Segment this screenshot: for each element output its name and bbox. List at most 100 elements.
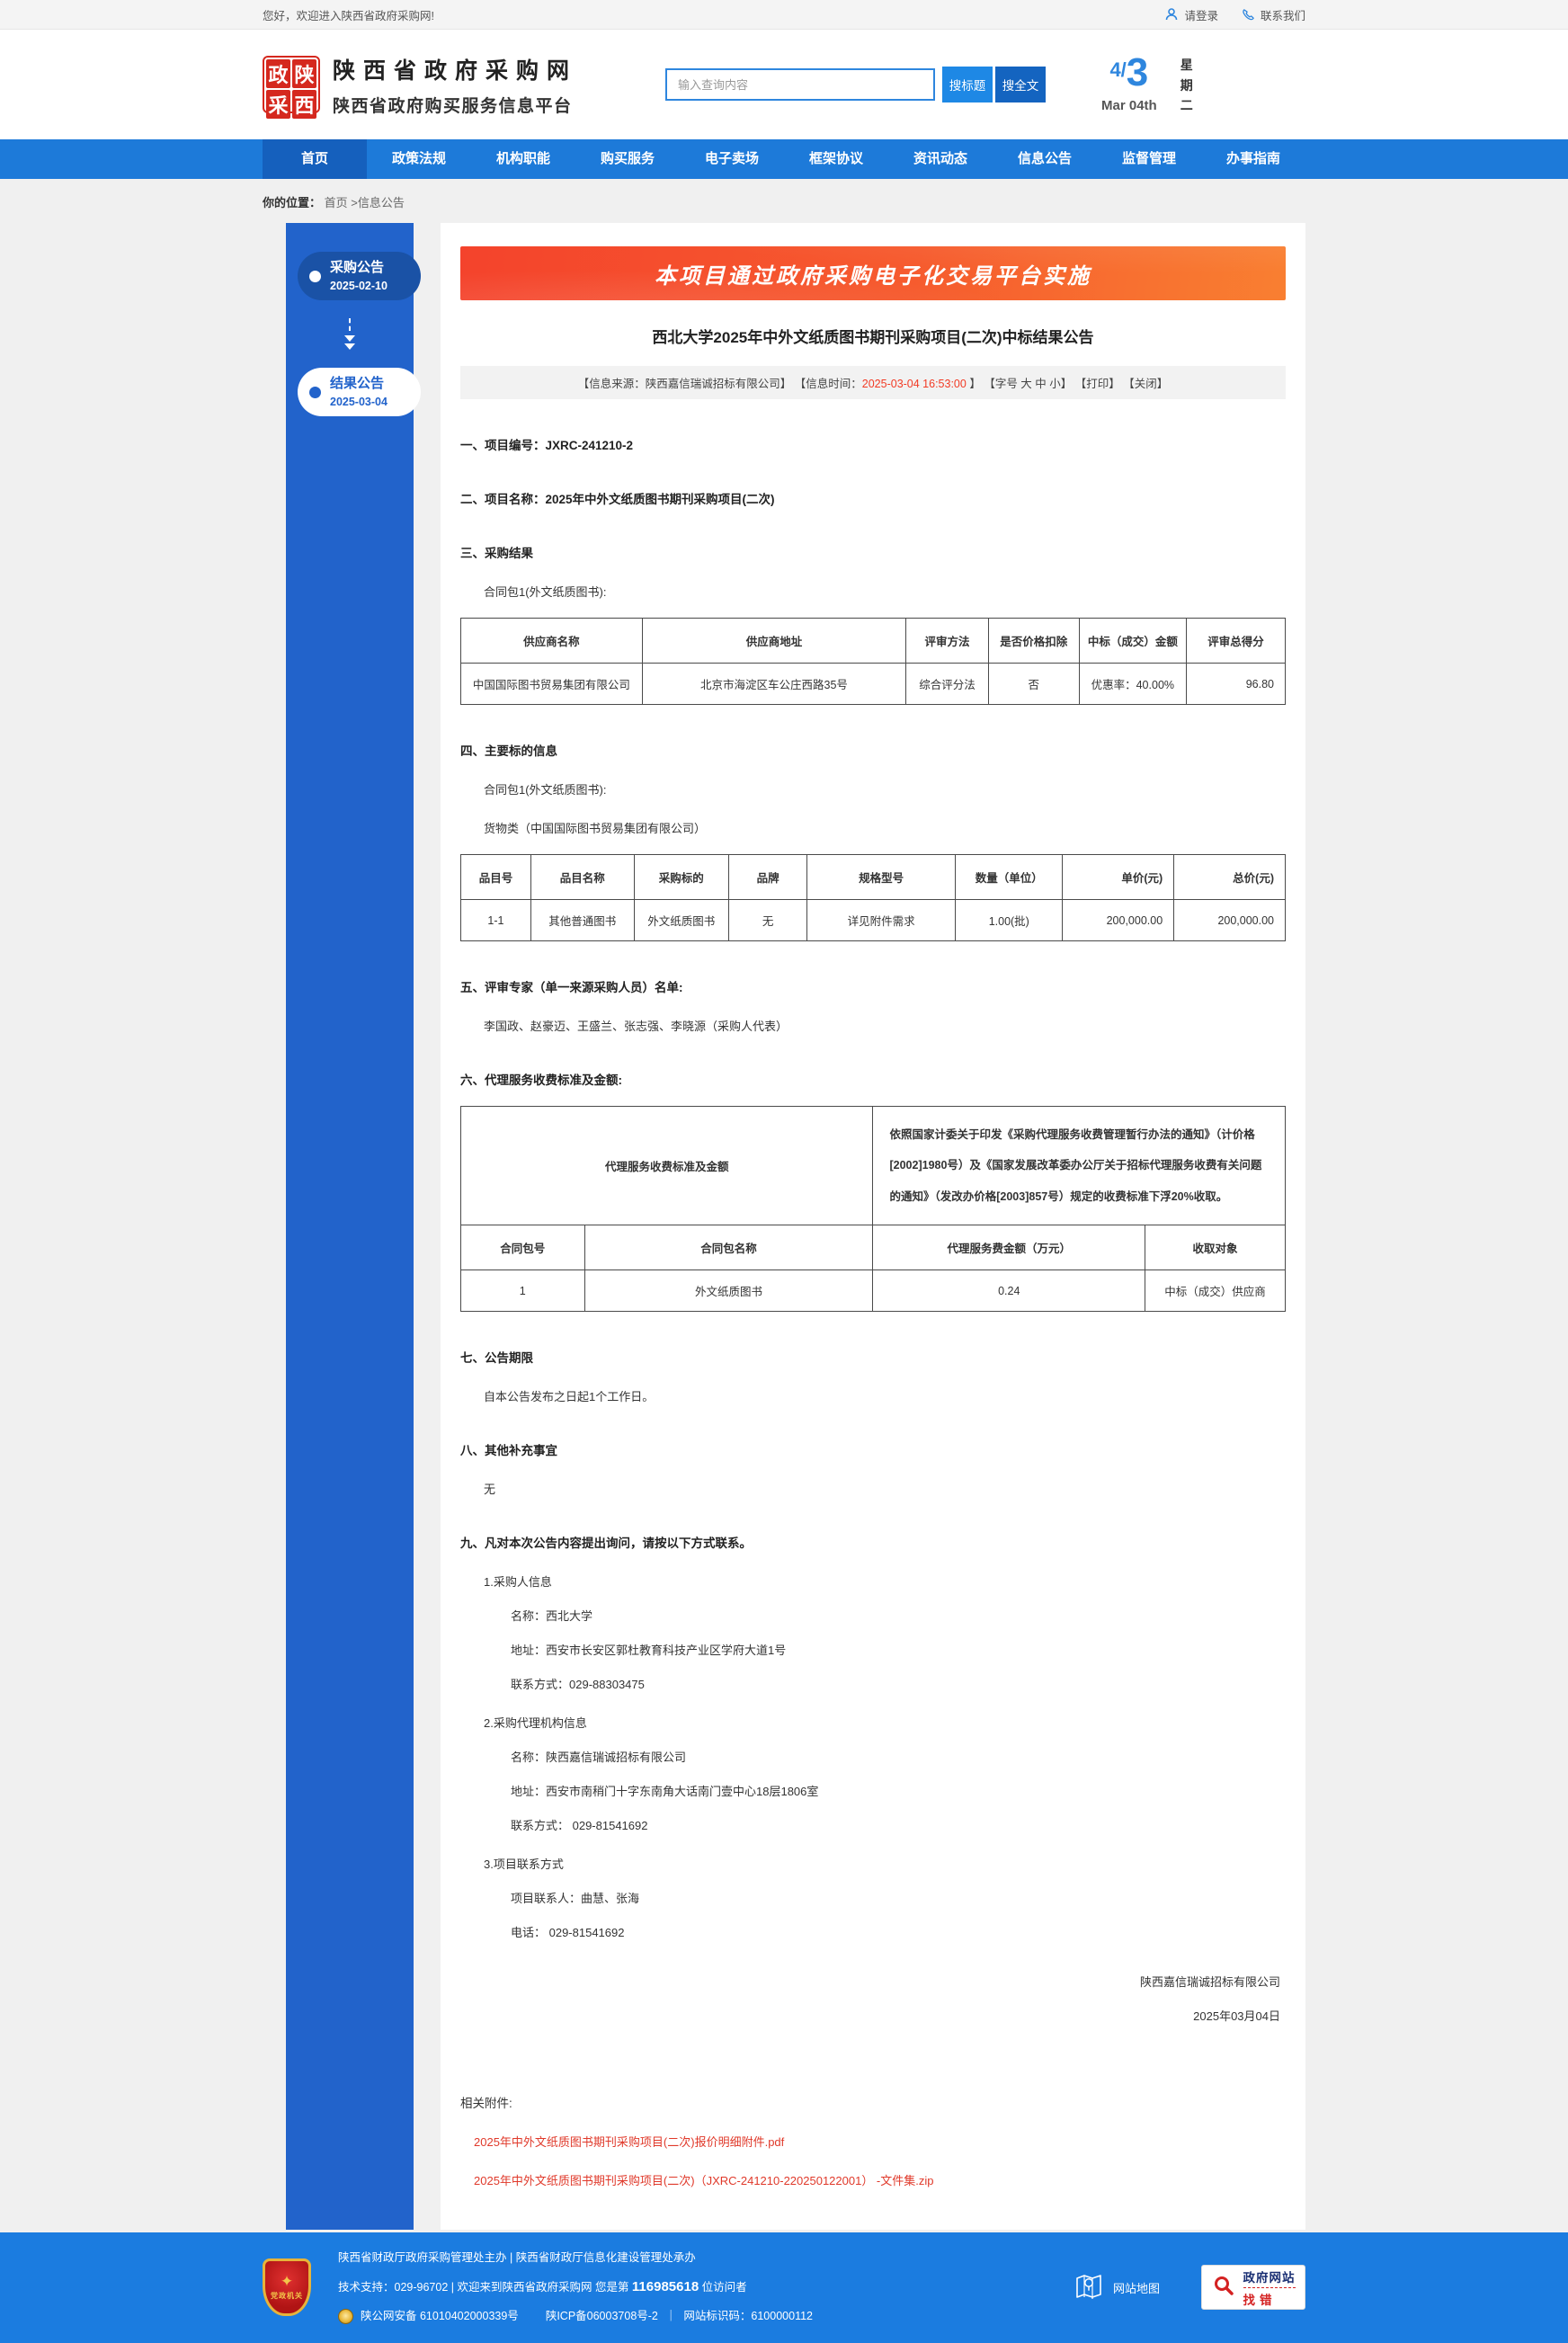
col-agency-fee: 代理服务费金额（万元） (872, 1225, 1146, 1271)
breadcrumb-separator: > (347, 196, 358, 209)
col-spec-model: 规格型号 (806, 854, 957, 900)
attachment-link-zip[interactable]: 2025年中外文纸质图书期刊采购项目(二次)（JXRC-241210-22025… (474, 2173, 934, 2187)
meta-time-label: 【信息时间： (794, 378, 862, 390)
cell-fee-payer: 中标（成交）供应商 (1145, 1269, 1286, 1313)
contact-link[interactable]: 联系我们 (1242, 6, 1305, 23)
site-title: 陕西省政府采购网 (333, 58, 578, 84)
agency-address: 地址：西安市南稍门十字东南角大话南门壹中心18层1806室 (511, 1785, 819, 1799)
breadcrumb-current[interactable]: 信息公告 (357, 196, 405, 209)
footer-registration-line: 陕公网安备 61010402000339号 陕ICP备06003708号-2 ｜… (338, 2303, 813, 2330)
platform-banner: 本项目通过政府采购电子化交易平台实施 (460, 246, 1286, 300)
section-6-heading: 六、代理服务收费标准及金额: (460, 1074, 622, 1087)
sidebar-item-label: 采购公告 (330, 260, 385, 275)
nav-item-news[interactable]: 资讯动态 (913, 151, 967, 166)
purchaser-name: 名称：西北大学 (511, 1609, 593, 1624)
print-button[interactable]: 【打印】 (1074, 378, 1120, 390)
weekday-label: 星期二 (1180, 58, 1193, 113)
login-link[interactable]: 请登录 (1164, 6, 1218, 23)
nav-item-announcements[interactable]: 信息公告 (1017, 151, 1072, 166)
bullet-dot-icon (309, 270, 321, 282)
breadcrumb-home-link[interactable]: 首页 (324, 196, 348, 209)
nav-item-e-market[interactable]: 电子卖场 (704, 151, 759, 166)
items-table: 品目号 品目名称 采购标的 品牌 规格型号 数量（单位） 单价(元) 总价(元)… (460, 854, 1286, 941)
nav-item-functions[interactable]: 机构职能 (495, 151, 550, 166)
logo-char: 西 (292, 90, 316, 119)
table-row: 中国国际图书贸易集团有限公司 北京市海淀区车公庄西路35号 综合评分法 否 优惠… (460, 663, 1287, 705)
icp-filing-link[interactable]: 陕ICP备06003708号-2 (545, 2309, 658, 2322)
footer-separator: ｜ (664, 2309, 677, 2322)
table-merged-row: 代理服务收费标准及金额 依照国家计委关于印发《采购代理服务收费管理暂行办法的通知… (459, 1105, 1286, 1226)
site-header: 政 陕 采 西 陕西省政府采购网 陕西省政府购买服务信息平台 搜标题 搜全文 4… (0, 30, 1568, 139)
site-logo[interactable]: 政 陕 采 西 陕西省政府采购网 陕西省政府购买服务信息平台 (263, 53, 578, 119)
col-brand: 品牌 (728, 854, 808, 900)
article-meta-bar: 【信息来源：陕西嘉信瑞诚招标有限公司】 【信息时间：2025-03-04 16:… (460, 366, 1286, 399)
announcement-period: 自本公告发布之日起1个工作日。 (484, 1390, 655, 1404)
goods-category-label: 货物类（中国国际图书贸易集团有限公司） (484, 822, 707, 835)
section-3-heading: 三、采购结果 (460, 547, 533, 560)
other-matters: 无 (484, 1483, 496, 1497)
public-security-filing-link[interactable]: 陕公网安备 61010402000339号 (361, 2309, 519, 2322)
col-award-amount: 中标（成交）金额 (1078, 618, 1187, 664)
nav-item-home[interactable]: 首页 (263, 139, 367, 179)
search-fulltext-button[interactable]: 搜全文 (995, 67, 1047, 102)
project-contact-title: 3.项目联系方式 (484, 1857, 564, 1872)
search-area: 搜标题 搜全文 (665, 67, 1047, 102)
table-header-row: 合同包号 合同包名称 代理服务费金额（万元） 收取对象 (460, 1225, 1286, 1271)
date-month: 4/ (1109, 58, 1127, 82)
cell-total-score: 96.80 (1185, 663, 1287, 705)
col-supplier-address: 供应商地址 (641, 618, 907, 664)
col-price-deduction: 是否价格扣除 (987, 618, 1080, 664)
logo-seal-icon: 政 陕 采 西 (263, 56, 320, 119)
col-package-name: 合同包名称 (584, 1225, 874, 1271)
cell-award-amount: 优惠率：40.00% (1078, 663, 1187, 705)
sidebar-item-result-notice[interactable]: 结果公告 2025-03-04 (298, 368, 421, 416)
cell-fee-standard-text: 依照国家计委关于印发《采购代理服务收费管理暂行办法的通知》（计价格[2002]1… (872, 1105, 1286, 1226)
signature-date: 2025年03月04日 (1193, 2009, 1280, 2023)
cell-package-name: 外文纸质图书 (584, 1269, 874, 1313)
meta-time-value: 2025-03-04 16:53:00 (861, 378, 967, 390)
cell-item-name: 其他普通图书 (530, 899, 635, 941)
nav-item-policies[interactable]: 政策法规 (391, 151, 446, 166)
package-label: 合同包1(外文纸质图书): (484, 783, 607, 797)
cell-item-no: 1-1 (460, 899, 531, 941)
login-label: 请登录 (1184, 9, 1218, 22)
sitemap-link[interactable]: 网站地图 (1074, 2271, 1160, 2304)
article-card: 本项目通过政府采购电子化交易平台实施 西北大学2025年中外文纸质图书期刊采购项… (441, 223, 1305, 2230)
close-button[interactable]: 【关闭】 (1123, 378, 1169, 390)
nav-item-purchase-service[interactable]: 购买服务 (600, 151, 655, 166)
table-header-row: 供应商名称 供应商地址 评审方法 是否价格扣除 中标（成交）金额 评审总得分 (460, 618, 1287, 664)
section-9-heading: 九、凡对本次公告内容提出询问，请按以下方式联系。 (460, 1537, 752, 1551)
cell-supplier-address: 北京市海淀区车公庄西路35号 (641, 663, 907, 705)
website-error-report-badge[interactable]: 政府网站 找错 (1201, 2265, 1305, 2310)
col-item-name: 品目名称 (530, 854, 635, 900)
site-footer: ✦ 党政机关 陕西省财政厅政府采购管理处主办 | 陕西省财政厅信息化建设管理处承… (0, 2232, 1568, 2343)
nav-item-framework[interactable]: 框架协议 (808, 151, 863, 166)
article-title: 西北大学2025年中外文纸质图书期刊采购项目(二次)中标结果公告 (652, 329, 1094, 346)
nav-item-guide[interactable]: 办事指南 (1225, 151, 1280, 166)
footer-support-suffix: 位访问者 (699, 2281, 747, 2294)
search-input[interactable] (665, 68, 936, 101)
cell-brand: 无 (728, 899, 808, 941)
breadcrumb: 你的位置： 首页 >信息公告 (263, 179, 1305, 223)
attachment-link-pdf[interactable]: 2025年中外文纸质图书期刊采购项目(二次)报价明细附件.pdf (474, 2134, 785, 2149)
experts-list: 李国政、赵豪迈、王盛兰、张志强、李晓源（采购人代表） (484, 1020, 788, 1033)
phone-icon (1242, 8, 1255, 22)
agency-fee-table: 代理服务收费标准及金额 依照国家计委关于印发《采购代理服务收费管理暂行办法的通知… (459, 1105, 1286, 1313)
nav-item-supervision[interactable]: 监督管理 (1121, 151, 1176, 166)
result-table: 供应商名称 供应商地址 评审方法 是否价格扣除 中标（成交）金额 评审总得分 中… (460, 618, 1287, 705)
cell-spec-model: 详见附件需求 (806, 899, 957, 941)
font-size-controls[interactable]: 【字号 大 中 小】 (984, 378, 1073, 390)
cell-procurement-target: 外文纸质图书 (633, 899, 730, 941)
purchaser-address: 地址：西安市长安区郭杜教育科技产业区学府大道1号 (511, 1644, 787, 1658)
agency-info-title: 2.采购代理机构信息 (484, 1716, 587, 1731)
section-5-heading: 五、评审专家（单一来源采购人员）名单: (460, 981, 683, 994)
sidebar-item-procurement-notice[interactable]: 采购公告 2025-02-10 (298, 252, 421, 300)
cell-supplier-name: 中国国际图书贸易集团有限公司 (460, 663, 643, 705)
col-item-no: 品目号 (460, 854, 531, 900)
agency-name: 名称：陕西嘉信瑞诚招标有限公司 (511, 1751, 687, 1765)
col-total-price: 总价(元) (1173, 854, 1286, 900)
error-badge-line2: 找错 (1243, 2286, 1296, 2308)
date-number: 4/3 (1101, 53, 1157, 93)
section-7-heading: 七、公告期限 (460, 1351, 533, 1366)
search-title-button[interactable]: 搜标题 (942, 67, 993, 102)
